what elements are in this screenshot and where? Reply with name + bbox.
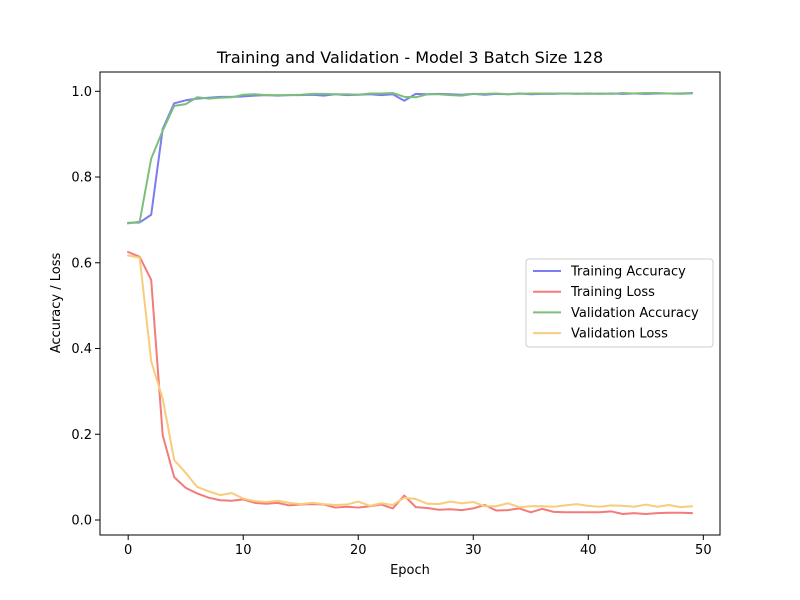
y-tick-label: 0.2: [71, 428, 92, 443]
y-axis: 0.0 0.2 0.4 0.6 0.8 1.0: [71, 85, 100, 528]
x-axis: 0 10 20 30 40 50: [124, 535, 712, 558]
y-tick-label: 1.0: [71, 85, 92, 100]
x-tick-label: 50: [695, 543, 712, 558]
x-tick-label: 10: [235, 543, 252, 558]
series-line-validation-accuracy: [127, 92, 693, 225]
x-tick-label: 40: [580, 543, 597, 558]
y-tick-label: 0.6: [71, 256, 92, 271]
series-line-validation-loss: [127, 254, 693, 509]
x-axis-label: Epoch: [390, 563, 430, 578]
x-tick-label: 20: [350, 543, 367, 558]
legend-label-validation-accuracy: Validation Accuracy: [571, 306, 699, 321]
y-tick-label: 0.4: [71, 342, 92, 357]
axes-frame: [99, 71, 721, 536]
legend-box: [525, 258, 714, 348]
series-layer: [126, 91, 693, 515]
legend-label-training-accuracy: Training Accuracy: [570, 265, 686, 280]
legend-label-validation-loss: Validation Loss: [571, 327, 668, 342]
legend-label-training-loss: Training Loss: [570, 285, 655, 300]
y-axis-label: Accuracy / Loss: [49, 253, 64, 354]
x-tick-label: 30: [465, 543, 482, 558]
legend: Training Accuracy Training Loss Validation…: [525, 258, 714, 348]
series-line-training-loss: [126, 250, 693, 515]
x-tick-label: 0: [124, 543, 132, 558]
y-tick-label: 0.8: [71, 171, 92, 186]
y-tick-label: 0.0: [71, 513, 92, 528]
chart-title: Training and Validation - Model 3 Batch …: [216, 48, 603, 67]
